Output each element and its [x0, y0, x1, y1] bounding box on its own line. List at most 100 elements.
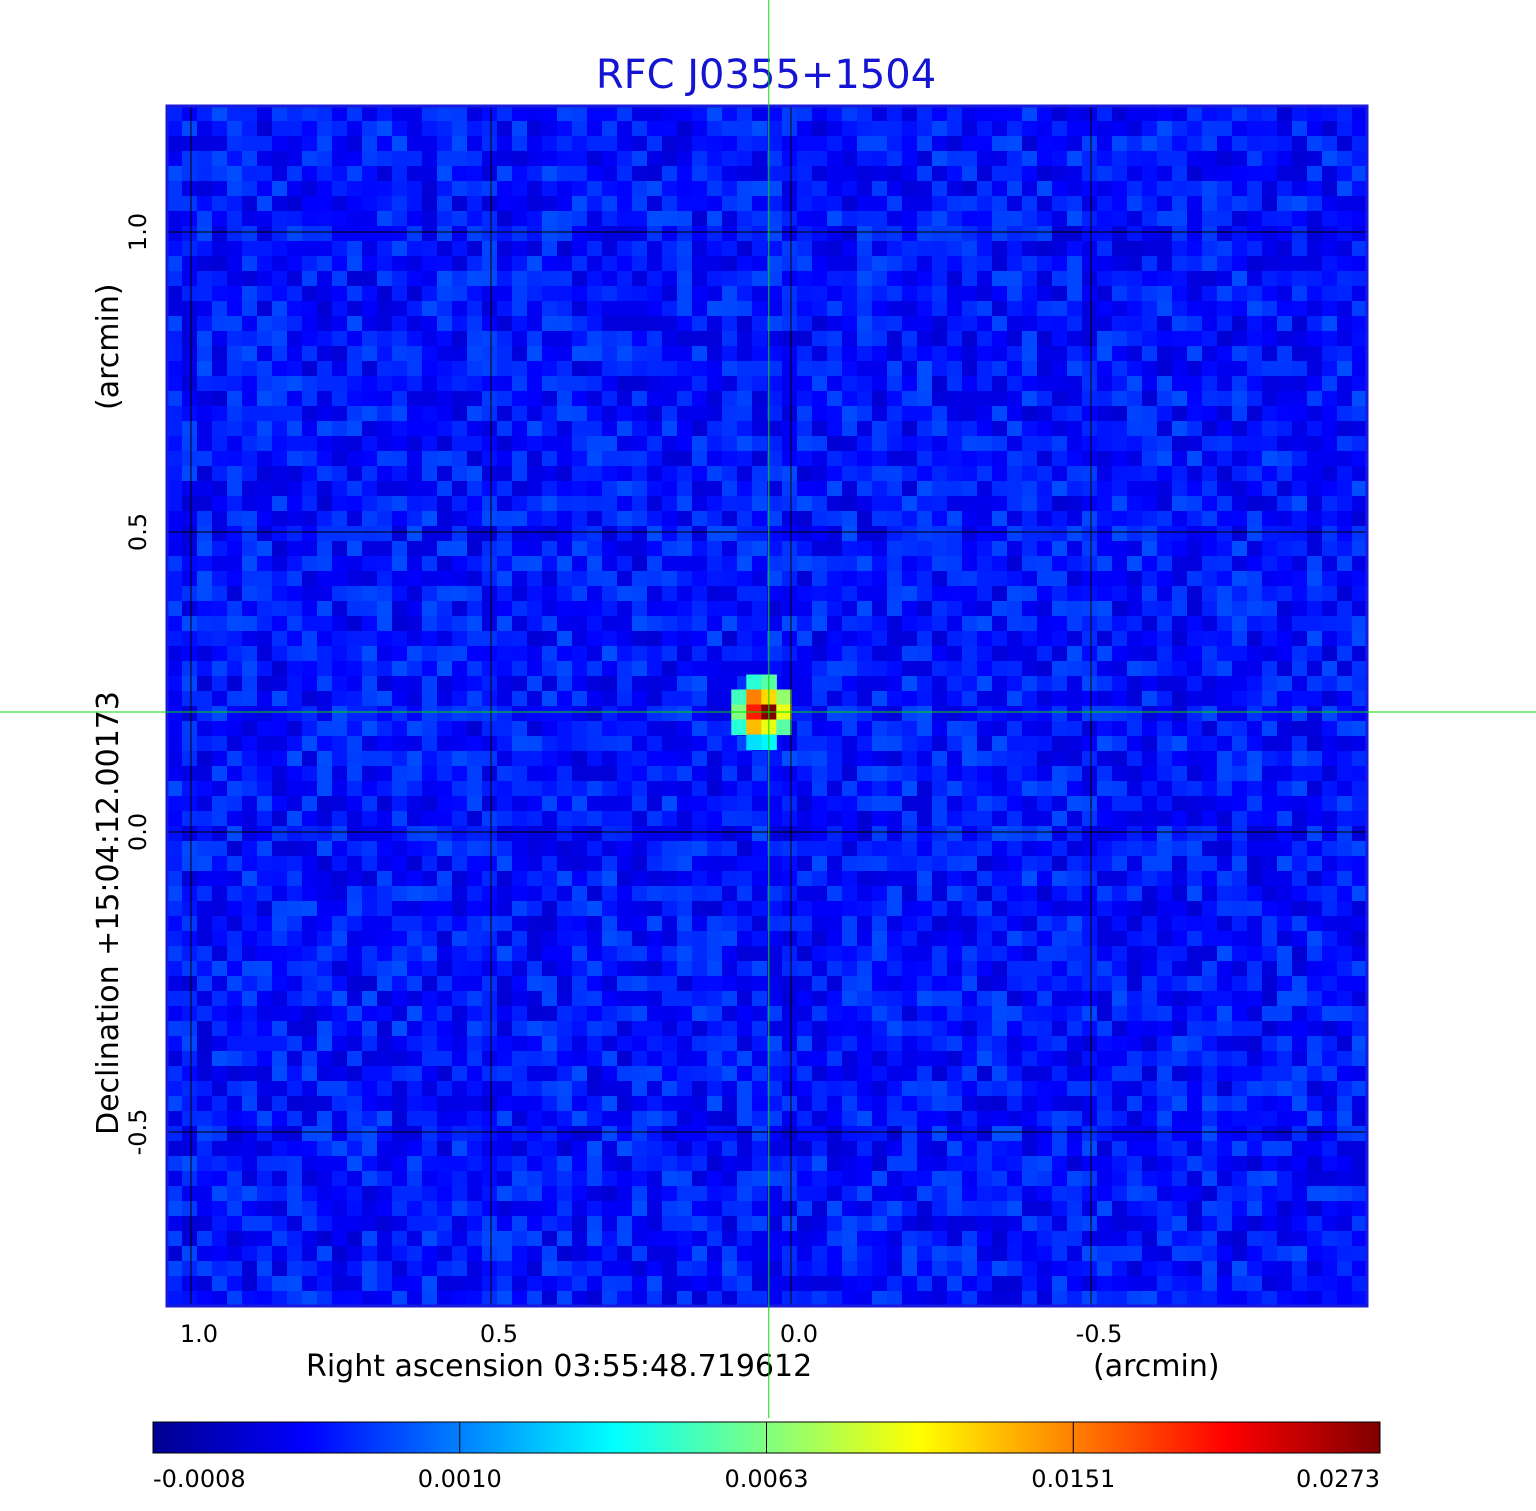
heatmap-cell [1322, 511, 1338, 527]
heatmap-cell [332, 1036, 348, 1052]
heatmap-cell [737, 886, 753, 902]
heatmap-cell [827, 1006, 843, 1022]
heatmap-cell [1322, 811, 1338, 827]
heatmap-cell [1232, 406, 1248, 422]
heatmap-cell [1307, 181, 1323, 197]
heatmap-cell [662, 241, 678, 257]
heatmap-cell [707, 331, 723, 347]
heatmap-cell [407, 721, 423, 737]
heatmap-cell [407, 556, 423, 572]
heatmap-cell [1277, 121, 1293, 137]
heatmap-cell [572, 886, 588, 902]
heatmap-cell [1262, 901, 1278, 917]
heatmap-cell [497, 736, 513, 752]
heatmap-cell [977, 706, 993, 722]
heatmap-cell [752, 991, 768, 1007]
heatmap-cell [527, 661, 543, 677]
heatmap-cell [422, 436, 438, 452]
heatmap-cell [197, 151, 213, 167]
heatmap-cell [407, 661, 423, 677]
heatmap-cell [797, 271, 813, 287]
heatmap-cell [647, 616, 663, 632]
heatmap-cell [542, 856, 558, 872]
heatmap-cell [1337, 316, 1353, 332]
heatmap-cell [647, 796, 663, 812]
heatmap-cell [1052, 571, 1068, 587]
heatmap-cell [332, 976, 348, 992]
heatmap-cell [227, 676, 243, 692]
heatmap-cell [467, 466, 483, 482]
heatmap-cell [347, 766, 363, 782]
heatmap-cell [752, 526, 768, 542]
heatmap-cell [962, 421, 978, 437]
heatmap-cell [842, 601, 858, 617]
heatmap-cell [1247, 781, 1263, 797]
heatmap-cell [617, 631, 633, 647]
heatmap-cell [1142, 886, 1158, 902]
heatmap-cell [1352, 841, 1367, 857]
heatmap-cell [1157, 361, 1173, 377]
heatmap-cell [287, 121, 303, 137]
heatmap-cell [722, 661, 738, 677]
heatmap-cell [782, 991, 798, 1007]
heatmap-cell [272, 346, 288, 362]
heatmap-cell [1232, 886, 1248, 902]
heatmap-cell [1352, 1021, 1367, 1037]
heatmap-cell [1232, 316, 1248, 332]
heatmap-cell [782, 166, 798, 182]
heatmap-cell [707, 421, 723, 437]
heatmap-cell [932, 211, 948, 227]
heatmap-cell [1142, 121, 1158, 137]
heatmap-cell [962, 121, 978, 137]
heatmap-cell [872, 271, 888, 287]
heatmap-cell [782, 631, 798, 647]
heatmap-cell [1322, 856, 1338, 872]
heatmap-cell [1112, 436, 1128, 452]
heatmap-cell [797, 616, 813, 632]
heatmap-cell [302, 616, 318, 632]
heatmap-cell [962, 616, 978, 632]
heatmap-cell [587, 346, 603, 362]
heatmap-cell [602, 361, 618, 377]
heatmap-cell [452, 361, 468, 377]
heatmap-cell [1247, 946, 1263, 962]
heatmap-cell [902, 541, 918, 557]
heatmap-cell [782, 106, 798, 122]
heatmap-cell [857, 271, 873, 287]
heatmap-cell [512, 151, 528, 167]
heatmap-cell [1262, 751, 1278, 767]
heatmap-cell [1262, 151, 1278, 167]
heatmap-cell [227, 766, 243, 782]
heatmap-cell [587, 826, 603, 842]
heatmap-cell [572, 331, 588, 347]
heatmap-cell [1322, 136, 1338, 152]
heatmap-cell [1187, 106, 1203, 122]
heatmap-cell [602, 781, 618, 797]
heatmap-cell [182, 781, 198, 797]
heatmap-cell [512, 661, 528, 677]
heatmap-cell [182, 361, 198, 377]
heatmap-cell [1112, 616, 1128, 632]
heatmap-cell [602, 901, 618, 917]
heatmap-cell [1292, 826, 1308, 842]
heatmap-cell [497, 166, 513, 182]
heatmap-cell [332, 226, 348, 242]
heatmap-cell [482, 541, 498, 557]
heatmap-cell [737, 976, 753, 992]
heatmap-cell [572, 481, 588, 497]
heatmap-cell [1142, 166, 1158, 182]
heatmap-cell [932, 346, 948, 362]
heatmap-cell [557, 616, 573, 632]
heatmap-cell [1142, 916, 1158, 932]
heatmap-cell [1097, 196, 1113, 212]
heatmap-cell [1292, 226, 1308, 242]
heatmap-cell [962, 331, 978, 347]
heatmap-cell [1172, 586, 1188, 602]
heatmap-cell [1277, 811, 1293, 827]
heatmap-cell [227, 586, 243, 602]
heatmap-cell [1232, 286, 1248, 302]
heatmap-cell [752, 436, 768, 452]
heatmap-cell [902, 301, 918, 317]
heatmap-cell [1127, 256, 1143, 272]
heatmap-cell [947, 571, 963, 587]
